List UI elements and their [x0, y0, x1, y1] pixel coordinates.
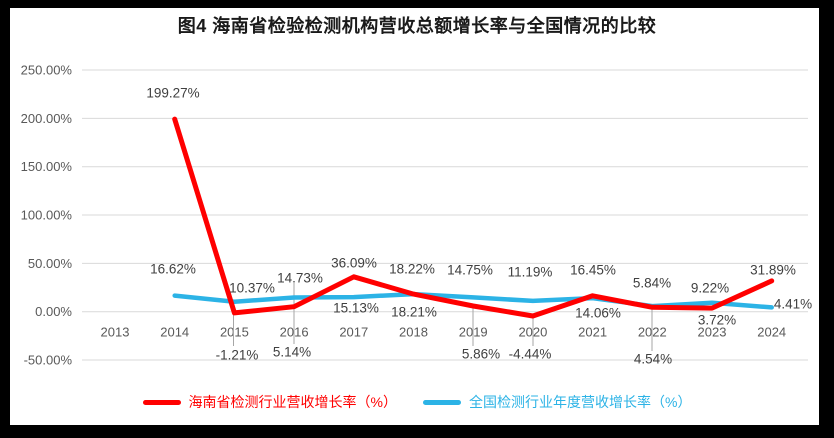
legend-swatch-hainan [142, 399, 181, 405]
legend-item-hainan: 海南省检测行业营收增长率（%） [142, 392, 397, 412]
chart-title: 图4 海南省检验检测机构营收总额增长率与全国情况的比较 [177, 16, 657, 36]
legend-label-hainan: 海南省检测行业营收增长率（%） [188, 394, 397, 410]
legend: 海南省检测行业营收增长率（%） 全国检测行业年度营收增长率（%） [0, 392, 834, 412]
legend-label-national: 全国检测行业年度营收增长率（%） [469, 394, 692, 410]
chart-card [10, 8, 819, 425]
legend-swatch-national [423, 399, 461, 405]
legend-item-national: 全国检测行业年度营收增长率（%） [423, 392, 691, 412]
